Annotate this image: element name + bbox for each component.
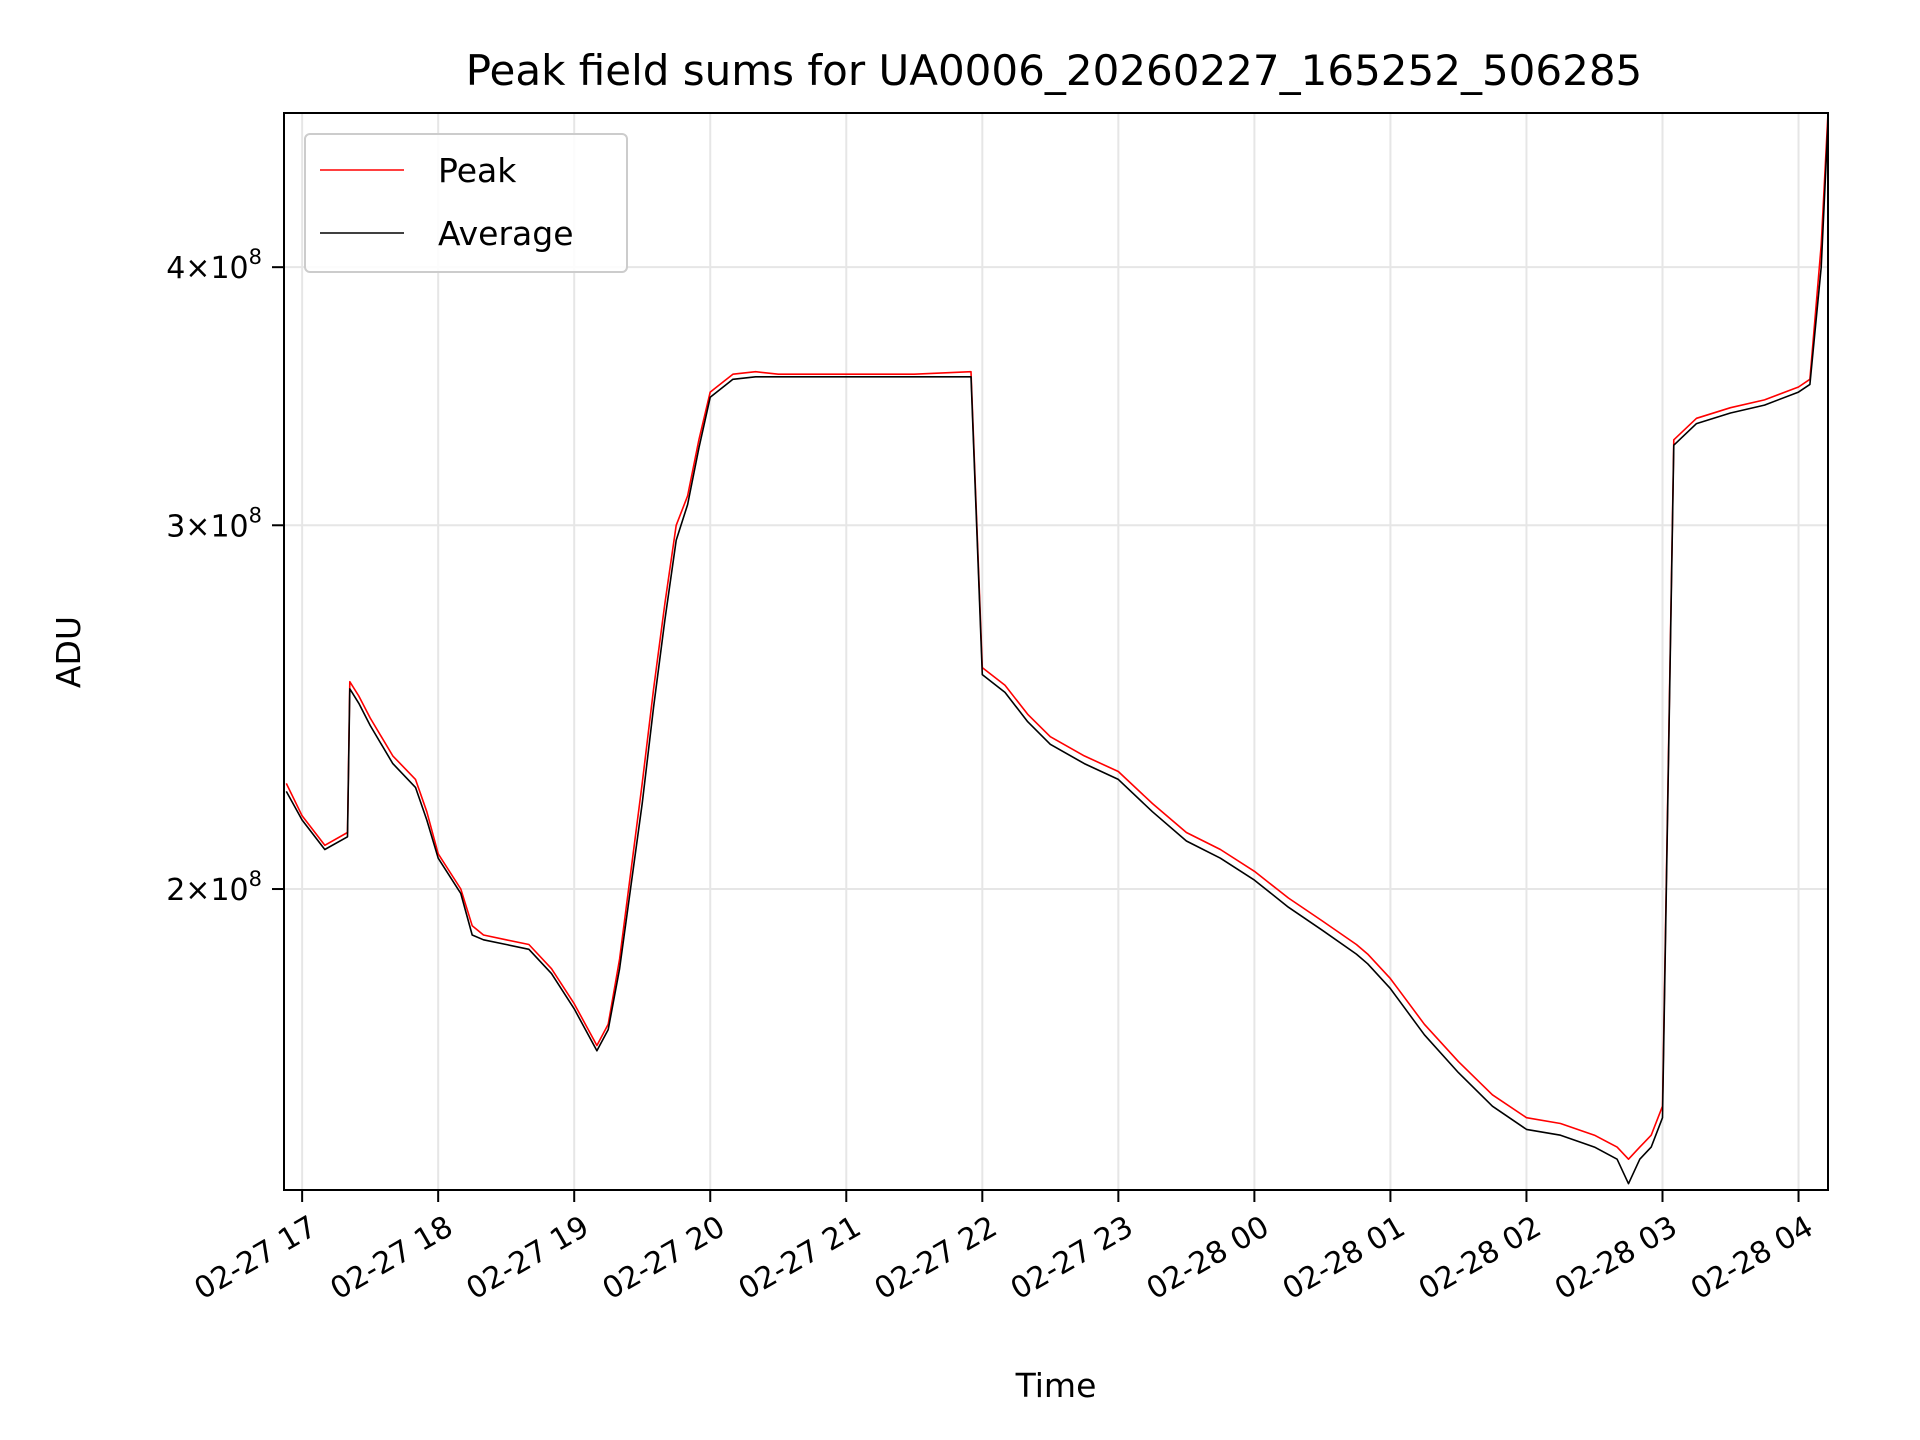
legend-label-peak: Peak	[438, 151, 517, 190]
y-tick-label: 2×108	[166, 867, 262, 908]
legend-box	[304, 133, 628, 273]
y-axis-label: ADU	[49, 616, 88, 688]
y-tick-label: 4×108	[166, 245, 262, 286]
grid	[284, 113, 1828, 1190]
y-axis: 2×108 3×108 4×108	[166, 245, 284, 908]
series-line-average	[285, 122, 1829, 1185]
series-line-peak	[285, 112, 1829, 1160]
series-layer	[285, 112, 1829, 1185]
y-tick-label: 3×108	[166, 503, 262, 544]
plot-frame	[283, 112, 1829, 1191]
x-axis-label: Time	[1015, 1366, 1097, 1405]
chart-title: Peak field sums for UA0006_20260227_1652…	[466, 46, 1643, 95]
legend-label-average: Average	[438, 214, 574, 253]
legend: Peak Average	[304, 133, 628, 273]
